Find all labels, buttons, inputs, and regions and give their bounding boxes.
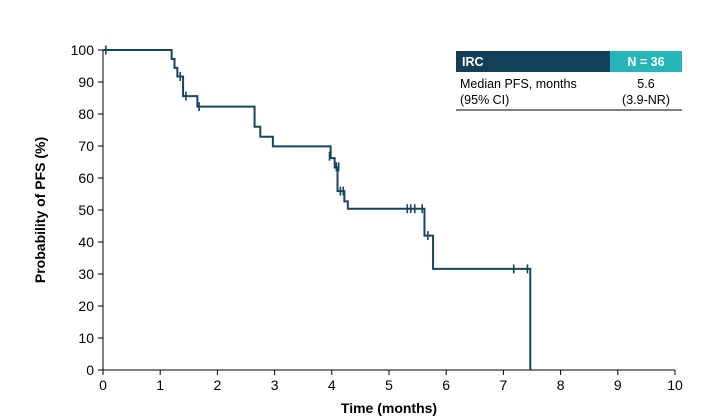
y-tick-label: 90	[78, 74, 94, 90]
legend-row-value-2: (3.9-NR)	[622, 93, 670, 107]
x-axis: 0 1 2 3 4 5 6 7 8 9 10	[99, 369, 683, 393]
legend-header-bar	[456, 51, 610, 72]
x-tick-label: 9	[614, 377, 622, 393]
x-tick-label: 8	[557, 377, 565, 393]
y-tick-label: 30	[78, 266, 94, 282]
x-tick-label: 7	[500, 377, 508, 393]
x-tick-label: 0	[99, 377, 107, 393]
legend-row-label-2: (95% CI)	[460, 93, 509, 107]
x-axis-title: Time (months)	[341, 400, 437, 416]
y-tick-label: 70	[78, 138, 94, 154]
y-tick-label: 100	[71, 42, 95, 58]
x-tick-label: 3	[271, 377, 279, 393]
legend-n-bar	[610, 51, 682, 72]
legend-header-label: IRC	[462, 55, 484, 69]
plot-area	[103, 45, 532, 370]
y-tick-label: 80	[78, 106, 94, 122]
y-tick-label: 50	[78, 202, 94, 218]
y-axis-title: Probability of PFS (%)	[32, 137, 48, 283]
y-tick-label: 0	[86, 362, 94, 378]
x-tick-label: 1	[156, 377, 164, 393]
x-tick-label: 5	[385, 377, 393, 393]
y-tick-label: 10	[78, 330, 94, 346]
x-tick-label: 10	[667, 377, 683, 393]
legend-row-label-1: Median PFS, months	[460, 77, 577, 91]
x-tick-label: 2	[214, 377, 222, 393]
legend-n-label: N = 36	[627, 55, 664, 69]
km-curve-irc	[103, 49, 532, 370]
y-tick-label: 60	[78, 170, 94, 186]
y-tick-label: 20	[78, 298, 94, 314]
y-tick-label: 40	[78, 234, 94, 250]
x-tick-label: 6	[442, 377, 450, 393]
x-tick-label: 4	[328, 377, 336, 393]
legend-row-value-1: 5.6	[637, 77, 654, 91]
legend-table: IRC N = 36 Median PFS, months (95% CI) 5…	[456, 51, 682, 111]
y-axis: 0 10 20 30 40 50 60 70 80 90 100	[71, 42, 104, 378]
